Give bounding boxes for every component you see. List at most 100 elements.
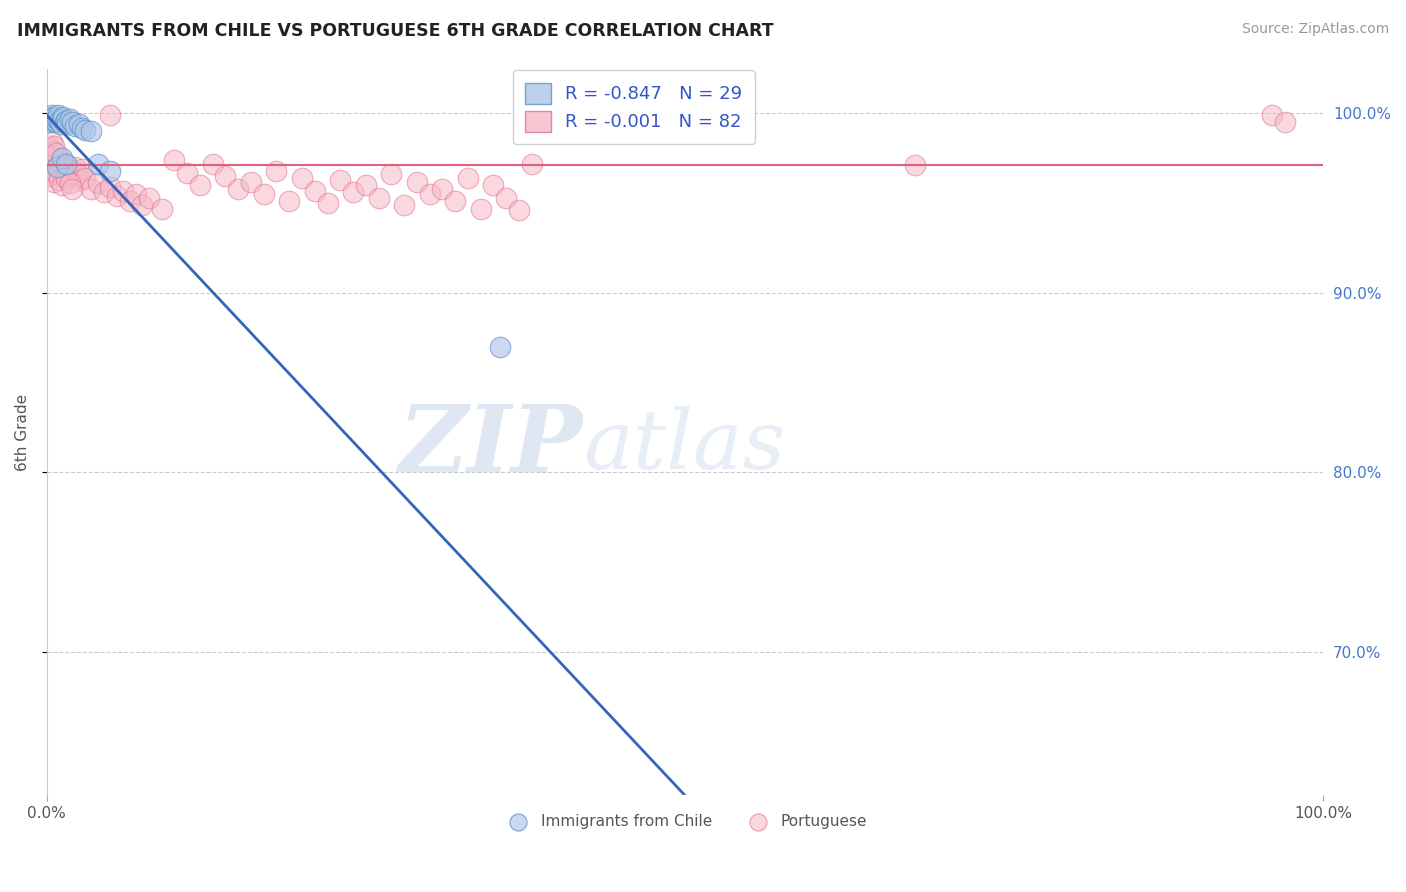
Point — [118, 194, 141, 209]
Point — [45, 145, 67, 160]
Point — [37, 115, 59, 129]
Point — [41, 135, 63, 149]
Point — [51, 151, 73, 165]
Point — [100, 108, 122, 122]
Point — [42, 158, 65, 172]
Point — [55, 171, 77, 186]
Point — [495, 191, 517, 205]
Point — [392, 198, 415, 212]
Point — [60, 169, 83, 184]
Point — [39, 112, 62, 126]
Point — [72, 120, 94, 135]
Point — [49, 117, 72, 131]
Point — [201, 156, 224, 170]
Point — [59, 164, 82, 178]
Point — [1274, 115, 1296, 129]
Point — [63, 119, 86, 133]
Point — [67, 117, 90, 131]
Point — [44, 138, 66, 153]
Point — [41, 149, 63, 163]
Point — [49, 158, 72, 172]
Point — [87, 156, 110, 170]
Point — [329, 173, 352, 187]
Point — [39, 147, 62, 161]
Point — [69, 173, 91, 187]
Point — [41, 164, 63, 178]
Point — [59, 177, 82, 191]
Point — [48, 173, 70, 187]
Point — [432, 182, 454, 196]
Point — [44, 110, 66, 124]
Point — [37, 151, 59, 165]
Point — [48, 113, 70, 128]
Text: IMMIGRANTS FROM CHILE VS PORTUGUESE 6TH GRADE CORRELATION CHART: IMMIGRANTS FROM CHILE VS PORTUGUESE 6TH … — [17, 22, 773, 40]
Point — [489, 340, 512, 354]
Point — [55, 166, 77, 180]
Point — [56, 117, 79, 131]
Point — [66, 166, 89, 180]
Point — [380, 168, 402, 182]
Point — [46, 154, 69, 169]
Point — [45, 160, 67, 174]
Point — [176, 166, 198, 180]
Point — [48, 151, 70, 165]
Point — [56, 158, 79, 172]
Y-axis label: 6th Grade: 6th Grade — [15, 393, 30, 470]
Point — [87, 177, 110, 191]
Point — [60, 182, 83, 196]
Point — [55, 156, 77, 170]
Point — [80, 182, 103, 196]
Point — [55, 113, 77, 128]
Point — [45, 112, 67, 126]
Point — [188, 178, 211, 193]
Point — [482, 178, 505, 193]
Point — [1261, 108, 1284, 122]
Point — [53, 161, 76, 176]
Point — [73, 171, 96, 186]
Point — [42, 113, 65, 128]
Point — [60, 115, 83, 129]
Point — [41, 108, 63, 122]
Point — [316, 196, 339, 211]
Point — [80, 124, 103, 138]
Point — [266, 164, 288, 178]
Point — [904, 158, 927, 172]
Point — [253, 187, 276, 202]
Point — [419, 187, 441, 202]
Point — [444, 194, 467, 209]
Point — [342, 186, 364, 200]
Point — [105, 189, 128, 203]
Point — [112, 184, 135, 198]
Point — [45, 168, 67, 182]
Legend: Immigrants from Chile, Portuguese: Immigrants from Chile, Portuguese — [496, 808, 873, 835]
Point — [53, 115, 76, 129]
Point — [457, 171, 479, 186]
Point — [38, 145, 60, 160]
Point — [93, 186, 115, 200]
Point — [508, 203, 530, 218]
Point — [214, 169, 236, 184]
Point — [38, 140, 60, 154]
Text: ZIP: ZIP — [398, 401, 583, 491]
Point — [406, 175, 429, 189]
Point — [51, 178, 73, 193]
Point — [131, 198, 153, 212]
Point — [38, 169, 60, 184]
Point — [39, 153, 62, 167]
Point — [125, 187, 148, 202]
Text: Source: ZipAtlas.com: Source: ZipAtlas.com — [1241, 22, 1389, 37]
Point — [42, 144, 65, 158]
Point — [470, 202, 492, 216]
Point — [52, 110, 75, 124]
Point — [51, 164, 73, 178]
Point — [52, 156, 75, 170]
Point — [46, 108, 69, 122]
Point — [163, 153, 186, 167]
Point — [45, 115, 67, 129]
Point — [100, 164, 122, 178]
Point — [51, 112, 73, 126]
Point — [100, 180, 122, 194]
Point — [138, 191, 160, 205]
Point — [44, 175, 66, 189]
Point — [44, 151, 66, 165]
